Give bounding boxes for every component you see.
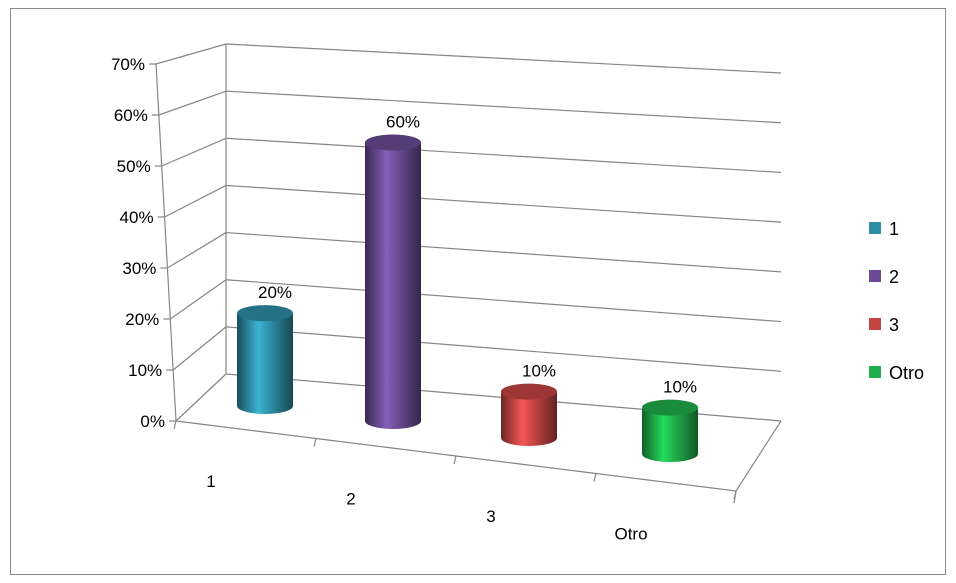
x-tick-mark — [173, 420, 177, 430]
data-label: 20% — [258, 283, 292, 302]
x-category-label: 3 — [486, 507, 495, 526]
legend-swatch — [869, 366, 881, 378]
floor-left-edge — [175, 373, 227, 422]
gridline-back-70 — [225, 43, 782, 74]
bar-body — [237, 313, 293, 414]
bar-top — [365, 134, 421, 151]
legend-label: Otro — [889, 363, 924, 383]
gridline-back-20 — [225, 279, 782, 323]
bar-top — [237, 305, 293, 322]
chart-frame: 0% 10% 20% 30% 40% 50% 60% 70% 1 2 3 Otro 20% 60% 10… — [10, 8, 946, 575]
x-tick-mark — [453, 455, 457, 465]
bar-top — [642, 399, 698, 416]
gridline-back-30 — [225, 231, 782, 273]
bar-Otro — [642, 399, 698, 462]
chart-floor — [173, 373, 782, 504]
data-label: 60% — [386, 113, 420, 132]
x-category-label: 2 — [346, 489, 355, 508]
x-category-label: Otro — [614, 524, 647, 543]
bars — [237, 134, 698, 462]
y-tick-label: 60% — [114, 106, 148, 125]
data-label: 10% — [663, 378, 697, 397]
gridlines — [155, 43, 782, 422]
y-tick-label: 0% — [140, 412, 165, 431]
gridline-side-60 — [158, 90, 227, 116]
y-tick-label: 10% — [128, 361, 162, 380]
y-axis-ticks: 0% 10% 20% 30% 40% 50% 60% 70% — [111, 55, 176, 431]
y-tick-label: 50% — [117, 157, 151, 176]
gridline-back-10 — [225, 326, 782, 372]
gridline-side-30 — [167, 232, 227, 269]
gridline-side-40 — [164, 184, 227, 218]
gridline-side-50 — [161, 137, 227, 167]
gridline-side-20 — [169, 279, 227, 320]
gridline-side-10 — [172, 326, 227, 371]
bar-3 — [501, 383, 557, 446]
gridline-back-60 — [225, 90, 782, 124]
gridline-side-70 — [155, 43, 227, 65]
x-tick-mark — [313, 438, 317, 447]
data-label: 10% — [522, 362, 556, 381]
y-tick-label: 70% — [111, 55, 145, 74]
chart-walls — [155, 44, 227, 422]
legend-label: 3 — [889, 315, 899, 335]
y-tick-label: 20% — [125, 310, 159, 329]
bar-top — [501, 383, 557, 400]
legend-swatch — [869, 270, 881, 282]
y-axis-line — [155, 63, 177, 422]
bar-2 — [365, 134, 421, 430]
gridline-back-40 — [225, 184, 782, 223]
gridline-back-50 — [225, 137, 782, 174]
bar-1 — [237, 305, 293, 414]
legend: 1 2 3 Otro — [869, 219, 924, 383]
x-axis-labels: 1 2 3 Otro — [206, 472, 647, 544]
data-labels: 20% 60% 10% 10% — [258, 113, 697, 397]
legend-swatch — [869, 318, 881, 330]
legend-swatch — [869, 222, 881, 234]
x-tick-mark — [733, 490, 737, 500]
legend-label: 2 — [889, 267, 899, 287]
x-tick-mark — [593, 473, 597, 482]
legend-label: 1 — [889, 219, 899, 239]
x-category-label: 1 — [206, 472, 215, 491]
bar-body — [501, 391, 557, 446]
y-tick-label: 40% — [120, 208, 154, 227]
y-tick-label: 30% — [122, 259, 156, 278]
bar-body — [365, 142, 421, 430]
bar-body — [642, 407, 698, 462]
